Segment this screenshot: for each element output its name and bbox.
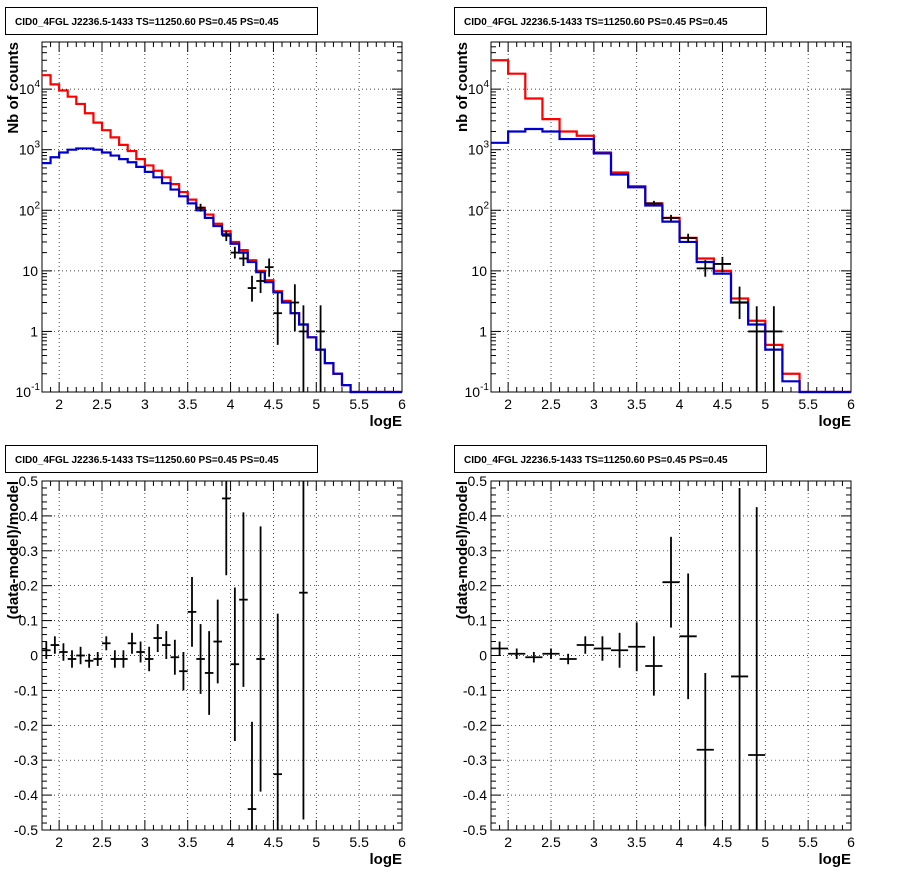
y-tick-label: 102	[19, 200, 41, 218]
y-tick-label: 0	[30, 648, 38, 664]
x-tick-label: 3	[590, 396, 598, 412]
x-tick-label: 5.5	[798, 834, 818, 850]
y-tick-label: 0.4	[19, 508, 39, 524]
chart-title-box	[454, 445, 767, 473]
y-tick-label: 103	[468, 140, 490, 158]
x-tick-label: 2	[504, 834, 512, 850]
x-tick-label: 6	[398, 834, 406, 850]
x-tick-label: 6	[398, 396, 406, 412]
y-tick-label: 0.2	[468, 578, 488, 594]
chart-title-box	[454, 7, 767, 35]
chart-title: CID0_4FGL J2236.5-1433 TS=11250.60 PS=0.…	[15, 17, 279, 28]
chart-panel-1: CID0_4FGL J2236.5-1433 TS=11250.60 PS=0.…	[5, 7, 406, 430]
x-tick-label: 3.5	[178, 834, 198, 850]
x-tick-label: 3.5	[178, 396, 198, 412]
x-tick-label: 4	[227, 396, 235, 412]
x-tick-label: 2	[55, 834, 63, 850]
y-tick-label: 103	[19, 140, 41, 158]
y-tick-label: 0.4	[468, 508, 488, 524]
y-tick-label: 0	[479, 648, 487, 664]
y-tick-label: 10	[471, 263, 487, 279]
y-tick-label: -0.2	[463, 717, 487, 733]
x-tick-label: 3	[590, 834, 598, 850]
x-tick-label: 5	[312, 396, 320, 412]
y-tick-label: -0.1	[14, 682, 38, 698]
x-tick-label: 5	[312, 834, 320, 850]
x-tick-label: 4.5	[713, 396, 733, 412]
y-tick-label: -0.4	[463, 787, 487, 803]
y-tick-label: -0.3	[14, 752, 38, 768]
x-tick-label: 2	[504, 396, 512, 412]
x-tick-label: 4.5	[713, 834, 733, 850]
model-total-histogram	[491, 59, 851, 394]
x-tick-label: 4	[227, 834, 235, 850]
x-tick-label: 5.5	[349, 396, 369, 412]
x-tick-label: 3	[141, 396, 149, 412]
model-source-histogram	[491, 127, 851, 394]
chart-title-box	[5, 445, 318, 473]
x-tick-label: 5	[761, 396, 769, 412]
x-axis-label: logE	[819, 413, 852, 430]
y-axis-label: (data-model)/model	[454, 481, 471, 619]
chart-title: CID0_4FGL J2236.5-1433 TS=11250.60 PS=0.…	[15, 455, 279, 466]
x-tick-label: 6	[847, 396, 855, 412]
y-tick-label: 0.5	[19, 473, 39, 489]
y-tick-label: 104	[468, 79, 490, 97]
x-tick-label: 3	[141, 834, 149, 850]
y-tick-label: -0.5	[463, 822, 487, 838]
x-tick-label: 3.5	[627, 396, 647, 412]
x-tick-label: 5.5	[798, 396, 818, 412]
y-axis-label: (data-model)/model	[5, 481, 22, 619]
y-tick-label: 0.5	[468, 473, 488, 489]
chart-panel-2: CID0_4FGL J2236.5-1433 TS=11250.60 PS=0.…	[454, 7, 855, 430]
plot-frame	[41, 41, 403, 393]
x-tick-label: 2.5	[92, 396, 112, 412]
chart-panel-3: CID0_4FGL J2236.5-1433 TS=11250.60 PS=0.…	[5, 445, 406, 868]
model-source-histogram	[42, 147, 402, 394]
x-tick-label: 3.5	[627, 834, 647, 850]
x-tick-label: 2.5	[541, 396, 561, 412]
x-axis-label: logE	[370, 413, 403, 430]
x-tick-label: 2.5	[92, 834, 112, 850]
y-tick-label: -0.3	[463, 752, 487, 768]
x-tick-label: 4	[676, 834, 684, 850]
chart-panel-4: CID0_4FGL J2236.5-1433 TS=11250.60 PS=0.…	[454, 445, 855, 868]
y-tick-label: 102	[468, 200, 490, 218]
x-tick-label: 4	[676, 396, 684, 412]
y-tick-label: 0.1	[468, 613, 488, 629]
x-tick-label: 2.5	[541, 834, 561, 850]
y-tick-label: 104	[19, 79, 41, 97]
y-tick-label: 0.1	[19, 613, 39, 629]
y-tick-label: 0.2	[19, 578, 39, 594]
chart-title-box	[5, 7, 318, 35]
x-axis-label: logE	[819, 851, 852, 868]
y-tick-label: 10	[22, 263, 38, 279]
chart-title: CID0_4FGL J2236.5-1433 TS=11250.60 PS=0.…	[464, 17, 728, 28]
y-tick-label: 1	[30, 323, 38, 339]
chart-title: CID0_4FGL J2236.5-1433 TS=11250.60 PS=0.…	[464, 455, 728, 466]
y-tick-label: -0.1	[463, 682, 487, 698]
y-tick-label: 0.3	[468, 543, 488, 559]
x-tick-label: 5	[761, 834, 769, 850]
y-tick-label: 0.3	[19, 543, 39, 559]
y-axis-label: Nb of counts	[5, 42, 22, 134]
x-tick-label: 4.5	[264, 834, 284, 850]
y-axis-label: nb of counts	[454, 42, 471, 132]
y-tick-label: 1	[479, 323, 487, 339]
x-tick-label: 6	[847, 834, 855, 850]
x-tick-label: 4.5	[264, 396, 284, 412]
y-tick-label: -0.4	[14, 787, 38, 803]
y-tick-label: 10-1	[16, 382, 41, 400]
y-tick-label: -0.2	[14, 717, 38, 733]
x-tick-label: 2	[55, 396, 63, 412]
x-tick-label: 5.5	[349, 834, 369, 850]
y-tick-label: 10-1	[465, 382, 490, 400]
x-axis-label: logE	[370, 851, 403, 868]
y-tick-label: -0.5	[14, 822, 38, 838]
